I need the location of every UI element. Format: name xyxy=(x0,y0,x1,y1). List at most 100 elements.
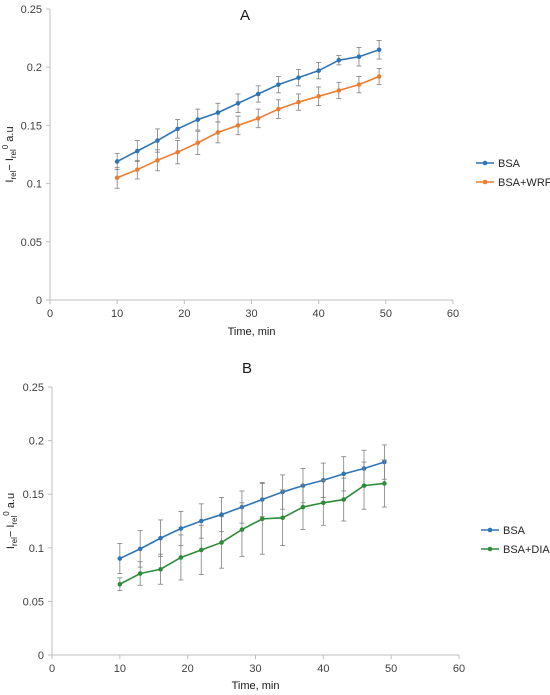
series-bsa xyxy=(114,40,382,171)
chart-title: A xyxy=(240,7,250,24)
data-point xyxy=(114,175,120,181)
x-tick-label: 30 xyxy=(249,663,261,675)
data-point xyxy=(276,82,281,87)
y-label-superscript: 0 xyxy=(1,144,10,149)
data-point xyxy=(195,117,201,122)
data-point xyxy=(117,556,123,561)
data-point xyxy=(376,47,382,53)
data-point xyxy=(255,116,261,121)
y-tick-label: 0.1 xyxy=(27,179,42,191)
data-point xyxy=(158,535,163,541)
legend-marker xyxy=(482,179,488,185)
data-point xyxy=(137,546,143,552)
y-label-subscript: rel xyxy=(9,149,18,158)
y-axis-label: Irel− Irel0 a.u xyxy=(2,493,19,549)
data-point xyxy=(259,516,265,522)
x-tick-label: 40 xyxy=(317,663,329,675)
y-label-subscript: rel xyxy=(9,170,18,179)
data-point xyxy=(158,566,163,572)
x-tick-label: 50 xyxy=(385,663,397,675)
chart-panel-a: 0 10 20 30 40 50 60 0 0.05 0.1 0.15 0.2 0.25 A Time, m… xyxy=(1,4,550,338)
data-point xyxy=(198,518,204,524)
legend-label: BSA xyxy=(503,525,526,537)
y-label-subscript: rel xyxy=(10,515,19,524)
data-point xyxy=(195,140,201,146)
y-label-unit: a.u xyxy=(4,126,16,144)
x-axis-label: Time, min xyxy=(228,326,276,338)
series-line xyxy=(119,461,385,560)
data-point xyxy=(155,138,160,143)
data-point xyxy=(117,581,123,587)
chart-title: B xyxy=(242,360,252,377)
legend-label: BSA xyxy=(498,158,521,170)
legend-label: BSA+WRF xyxy=(498,177,550,189)
y-label-superscript: 0 xyxy=(2,511,11,516)
data-point xyxy=(336,57,342,63)
y-axis-label: Irel− Irel0 a.u xyxy=(1,126,18,182)
data-point xyxy=(219,512,224,517)
x-tick-label: 50 xyxy=(380,308,392,320)
y-tick-label: 0.05 xyxy=(21,237,42,249)
data-point xyxy=(356,54,362,60)
data-point xyxy=(321,500,326,506)
data-point xyxy=(276,106,281,112)
series-bsa xyxy=(117,444,387,574)
data-point xyxy=(137,571,143,576)
series-bsa-wrf xyxy=(114,67,382,189)
data-point xyxy=(316,68,321,73)
data-point xyxy=(239,527,245,532)
y-tick-label: 0.1 xyxy=(29,543,44,555)
y-label-subscript: rel xyxy=(10,537,19,546)
y-tick-label: 0.15 xyxy=(21,120,42,132)
x-tick-label: 0 xyxy=(47,308,53,320)
chart-panel-b: 0 10 20 30 40 50 60 0 0.05 0.1 0.15 0.2 0.25 B Time, m… xyxy=(2,360,550,692)
series-line xyxy=(116,48,380,163)
x-axis-label: Time, min xyxy=(232,680,280,692)
series-line xyxy=(119,482,385,585)
data-point xyxy=(341,497,346,502)
y-label-main: I xyxy=(5,546,17,549)
data-point xyxy=(255,91,261,97)
data-point xyxy=(296,75,301,80)
x-tick-label: 0 xyxy=(49,663,55,675)
x-tick-label: 30 xyxy=(245,308,257,320)
data-point xyxy=(178,526,184,531)
y-tick-label: 0.2 xyxy=(27,62,42,74)
data-point xyxy=(376,74,382,79)
data-point xyxy=(219,540,224,545)
y-tick-label: 0 xyxy=(36,295,42,307)
y-label-dash: − I xyxy=(4,158,16,171)
data-point xyxy=(336,88,342,93)
series-bsa-dia xyxy=(117,459,387,592)
data-point xyxy=(300,504,306,510)
data-point xyxy=(361,483,367,488)
x-tick-label: 10 xyxy=(114,663,126,675)
y-label-unit: a.u xyxy=(5,493,17,511)
legend-marker xyxy=(487,527,493,533)
legend-label: BSA+DIA xyxy=(503,544,550,556)
y-tick-label: 0.05 xyxy=(23,596,44,608)
data-point xyxy=(316,94,321,99)
data-point xyxy=(341,471,346,477)
y-tick-label: 0.2 xyxy=(29,436,44,448)
data-point xyxy=(296,99,301,105)
data-point xyxy=(215,130,221,135)
data-point xyxy=(175,149,180,155)
data-point xyxy=(135,148,140,154)
x-tick-label: 40 xyxy=(313,308,325,320)
x-tick-label: 60 xyxy=(453,663,465,675)
data-point xyxy=(356,82,362,87)
data-point xyxy=(382,481,387,486)
data-point xyxy=(235,100,241,106)
y-tick-label: 0.25 xyxy=(23,382,44,394)
y-tick-label: 0.25 xyxy=(21,4,42,16)
data-point xyxy=(114,159,120,164)
data-point xyxy=(155,158,160,163)
legend-marker xyxy=(487,546,493,552)
y-label-dash: − I xyxy=(5,525,17,538)
data-point xyxy=(280,515,285,521)
y-tick-label: 0.15 xyxy=(23,489,44,501)
data-point xyxy=(198,547,204,553)
legend-marker xyxy=(482,160,488,166)
